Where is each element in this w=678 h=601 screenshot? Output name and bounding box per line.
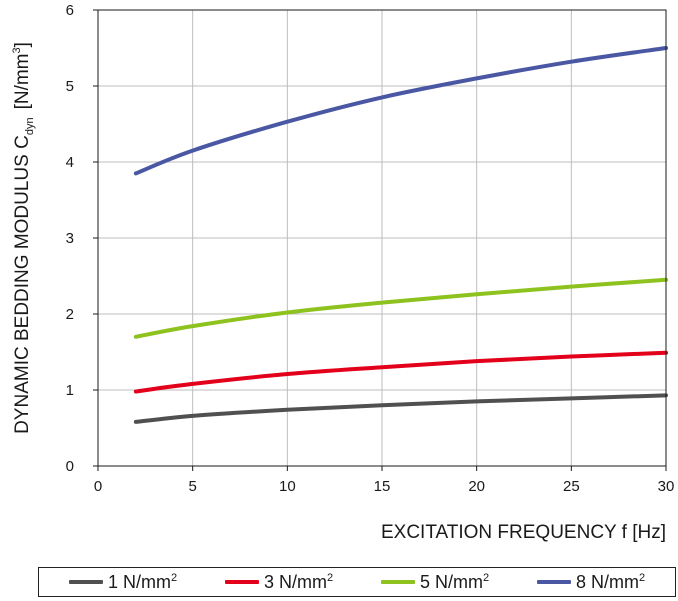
legend-swatch-8 (536, 580, 571, 584)
series-lines (133, 46, 668, 424)
x-tick-label: 0 (94, 478, 102, 495)
x-tick-label: 5 (188, 478, 196, 495)
x-axis-label: EXCITATION FREQUENCY f [Hz] (381, 522, 666, 543)
legend-item-1: 1 N/mm2 (68, 571, 178, 593)
series-line-2 (133, 350, 668, 394)
legend-item-5: 5 N/mm2 (380, 571, 490, 593)
legend-label-1: 1 N/mm2 (107, 571, 178, 592)
y-tick-label: 6 (66, 2, 74, 19)
legend-label-8: 8 N/mm2 (575, 571, 646, 592)
y-tick-labels: 0 1 2 3 4 5 6 (66, 2, 98, 475)
legend-item-8: 8 N/mm2 (536, 571, 646, 593)
legend: 1 N/mm2 3 N/mm2 5 N/mm2 8 N/mm2 (38, 567, 676, 597)
legend-swatch-5 (380, 580, 415, 584)
series-line-1 (133, 393, 668, 424)
y-tick-label: 2 (66, 306, 74, 323)
x-tick-labels: 0 5 10 15 20 25 30 (94, 466, 675, 495)
x-tick-label: 10 (279, 478, 296, 495)
series-line-3 (133, 277, 668, 339)
y-tick-label: 1 (66, 382, 74, 399)
y-tick-label: 3 (66, 230, 74, 247)
y-tick-label: 4 (66, 154, 74, 171)
y-tick-label: 5 (66, 78, 74, 95)
grid (98, 10, 666, 466)
chart: 0 5 10 15 20 25 30 0 1 2 3 4 5 6 EXCITATION FREQUENC… (11, 2, 675, 543)
x-tick-label: 20 (468, 478, 485, 495)
x-tick-label: 25 (563, 478, 580, 495)
y-axis-label: DYNAMIC BEDDING MODULUS Cdyn[N/mm3] (11, 42, 36, 434)
legend-label-3: 3 N/mm2 (263, 571, 334, 592)
x-tick-label: 15 (374, 478, 391, 495)
legend-swatch-1 (68, 580, 103, 584)
legend-item-3: 3 N/mm2 (224, 571, 334, 593)
legend-swatch-3 (224, 580, 259, 584)
series-line-4 (133, 46, 668, 176)
x-tick-label: 30 (658, 478, 675, 495)
legend-label-5: 5 N/mm2 (419, 571, 490, 592)
y-tick-label: 0 (66, 458, 74, 475)
y-axis-label-group: DYNAMIC BEDDING MODULUS Cdyn[N/mm3] (11, 42, 36, 434)
